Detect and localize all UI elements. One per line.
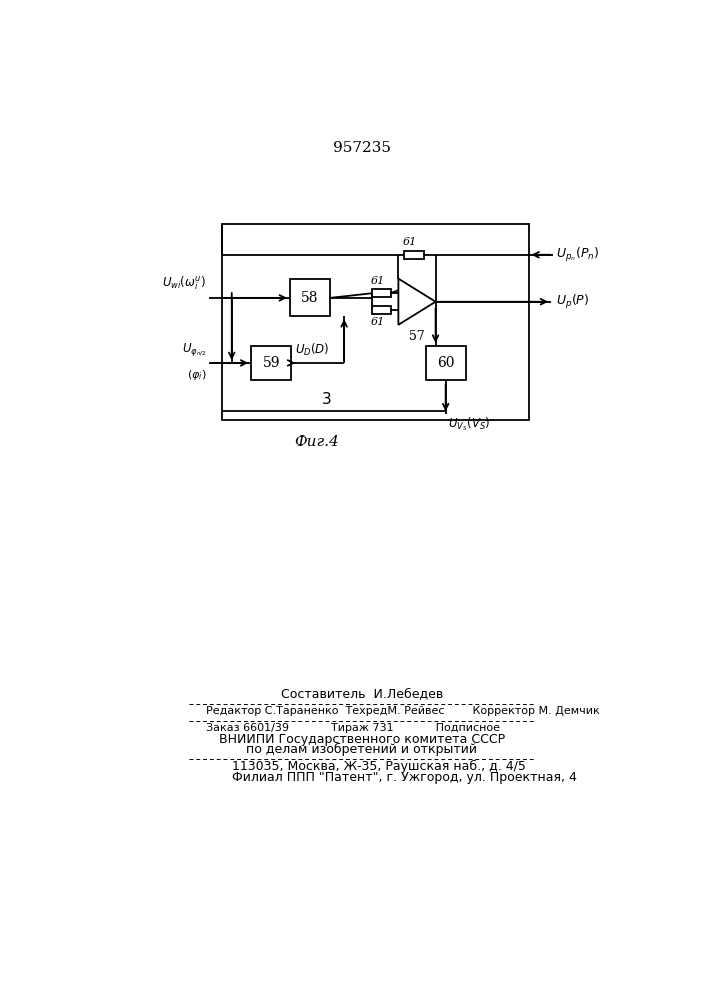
- Text: Составитель  И.Лебедев: Составитель И.Лебедев: [281, 687, 443, 700]
- Text: Заказ 6601/39            Тираж 731            Подписное: Заказ 6601/39 Тираж 731 Подписное: [206, 723, 500, 733]
- Text: $U_{\varphi_{n/2}}$: $U_{\varphi_{n/2}}$: [182, 342, 206, 358]
- Text: Филиал ППП "Патент", г. Ужгород, ул. Проектная, 4: Филиал ППП "Патент", г. Ужгород, ул. Про…: [232, 771, 577, 784]
- Bar: [222, 224, 529, 420]
- Text: 61: 61: [403, 237, 417, 247]
- Text: 60: 60: [437, 356, 455, 370]
- Text: 957235: 957235: [333, 141, 391, 155]
- Bar: [372, 306, 391, 314]
- Text: $\mathit{3}$: $\mathit{3}$: [321, 391, 331, 407]
- Text: $U_D(D)$: $U_D(D)$: [296, 341, 330, 358]
- Bar: [426, 346, 466, 380]
- Text: $U_{wi}(\omega_i^u)$: $U_{wi}(\omega_i^u)$: [162, 274, 206, 292]
- Text: Фиг.4: Фиг.4: [295, 435, 339, 449]
- Text: $(\varphi_i)$: $(\varphi_i)$: [187, 368, 206, 382]
- Text: Редактор С.Тараненко  ТехредМ. Рейвес        Корректор М. Демчик: Редактор С.Тараненко ТехредМ. Рейвес Кор…: [206, 706, 600, 716]
- Text: 113035, Москва, Ж-35, Раушская наб., д. 4/5: 113035, Москва, Ж-35, Раушская наб., д. …: [232, 760, 525, 773]
- Text: 61: 61: [370, 276, 385, 286]
- Text: 59: 59: [262, 356, 280, 370]
- Text: 61: 61: [370, 317, 385, 327]
- Bar: [372, 289, 391, 297]
- Bar: [404, 251, 424, 259]
- Text: $U_{V_S}(V_S)$: $U_{V_S}(V_S)$: [448, 416, 490, 433]
- Text: 57: 57: [409, 330, 425, 343]
- Text: 58: 58: [301, 291, 319, 305]
- Bar: [290, 279, 330, 316]
- Bar: [251, 346, 291, 380]
- Text: $U_p(P)$: $U_p(P)$: [556, 293, 589, 311]
- Text: по делам изобретений и открытий: по делам изобретений и открытий: [247, 743, 477, 756]
- Text: $U_{p_n}(P_n)$: $U_{p_n}(P_n)$: [556, 246, 599, 264]
- Text: ВНИИПИ Государственного комитета СССР: ВНИИПИ Государственного комитета СССР: [219, 733, 505, 746]
